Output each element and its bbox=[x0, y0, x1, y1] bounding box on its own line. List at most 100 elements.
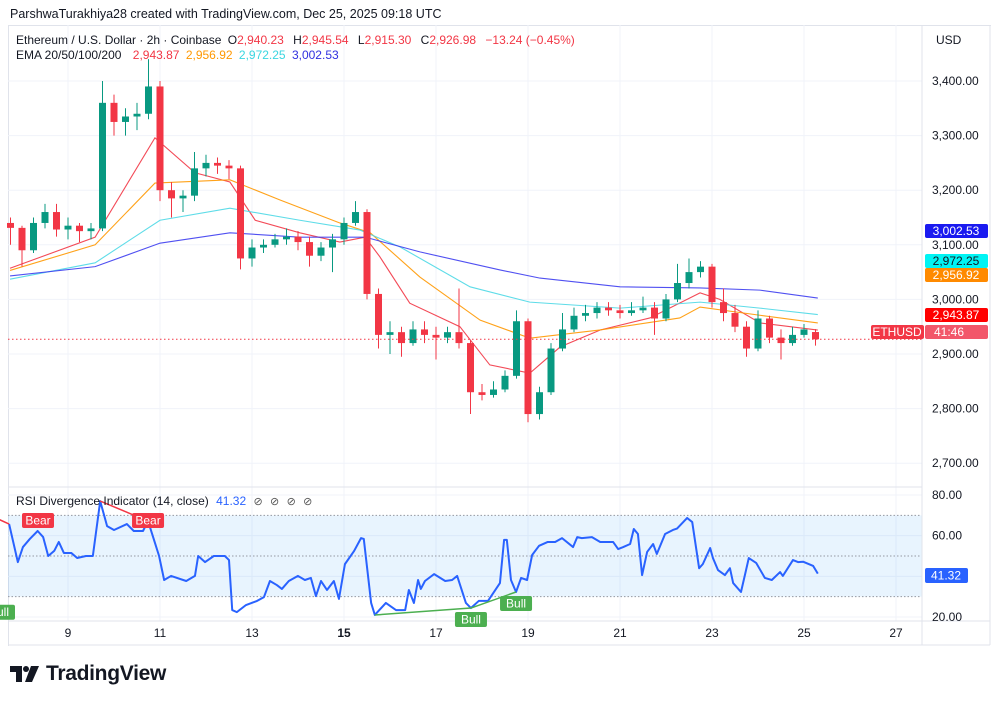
candle bbox=[398, 326, 405, 357]
candle-body bbox=[18, 227, 26, 251]
symbol-title[interactable]: Ethereum / U.S. Dollar · 2h · Coinbase bbox=[16, 33, 222, 47]
candle-body bbox=[766, 318, 773, 338]
candle bbox=[421, 321, 428, 344]
candle bbox=[662, 293, 670, 322]
rsi-hidden-value-icon: ⊘ bbox=[270, 496, 280, 508]
ohlc-low: L2,915.30 bbox=[357, 33, 412, 47]
divergence-label-bg bbox=[454, 612, 487, 628]
candle bbox=[260, 239, 267, 253]
candle bbox=[766, 315, 773, 344]
candle bbox=[110, 94, 118, 136]
candle bbox=[754, 310, 762, 352]
candle-body bbox=[329, 239, 336, 248]
candle-body bbox=[76, 225, 83, 232]
candle-body bbox=[87, 228, 95, 232]
ema-lines bbox=[9, 136, 818, 374]
candle-body bbox=[455, 332, 463, 344]
candle bbox=[237, 165, 244, 270]
time-axis[interactable]: 9 11 13 15 17 19 21 23 25 27 bbox=[65, 626, 903, 640]
candle bbox=[122, 108, 129, 136]
ema-line-ema50 bbox=[9, 179, 818, 339]
price-axis[interactable]: 2,700.00 2,800.00 2,900.00 3,000.00 3,100.00… bbox=[932, 74, 979, 470]
rsi-legend[interactable]: RSI Divergence Indicator (14, close) 41.… bbox=[16, 494, 312, 508]
divergence-label-text: Bull bbox=[0, 605, 9, 619]
candle-body bbox=[260, 244, 267, 248]
candle-body bbox=[202, 162, 210, 169]
candle-body bbox=[593, 307, 601, 314]
time-tick-label: 13 bbox=[245, 626, 259, 640]
price-tick-label: 3,200.00 bbox=[932, 183, 979, 197]
candle bbox=[685, 258, 693, 289]
candle-body bbox=[53, 212, 60, 230]
candle-body bbox=[294, 236, 302, 243]
price-tick-label: 2,700.00 bbox=[932, 456, 979, 470]
rsi-line bbox=[8, 500, 819, 616]
candle bbox=[720, 288, 727, 322]
candle bbox=[444, 326, 451, 344]
candle-body bbox=[386, 332, 394, 335]
time-tick-label: 21 bbox=[613, 626, 627, 640]
candle-body bbox=[340, 222, 348, 240]
candle bbox=[467, 340, 474, 415]
candle bbox=[283, 228, 290, 245]
time-tick-label: 15 bbox=[337, 626, 351, 640]
time-tick-label: 27 bbox=[889, 626, 903, 640]
candle bbox=[777, 329, 785, 360]
divergence-label-bg bbox=[132, 513, 165, 528]
ema20-value: 2,943.87 bbox=[132, 48, 180, 62]
symbol-legend[interactable]: Ethereum / U.S. Dollar · 2h · Coinbase O… bbox=[16, 33, 578, 63]
candle bbox=[18, 225, 26, 267]
price-tick-label: 3,000.00 bbox=[932, 292, 979, 306]
candle bbox=[340, 217, 348, 245]
rsi-axis[interactable]: 20.00 60.00 80.00 bbox=[932, 488, 962, 624]
candle bbox=[294, 231, 302, 251]
divergence-label-bg bbox=[22, 513, 54, 528]
divergence-label-text: Bull bbox=[461, 613, 481, 627]
rsi-value: 41.32 bbox=[216, 494, 247, 508]
candle bbox=[582, 304, 589, 322]
chart-credit: ParshwaTurakhiya28 created with TradingV… bbox=[10, 7, 442, 21]
candle-body bbox=[191, 168, 198, 196]
candle-body bbox=[352, 212, 359, 223]
ema-line-ema100 bbox=[9, 207, 818, 316]
tradingview-wordmark: TradingView bbox=[46, 662, 167, 685]
candle-body bbox=[444, 332, 451, 338]
candle-body bbox=[145, 86, 152, 114]
candle-body bbox=[30, 222, 37, 251]
rsi-pane: Bear Bear Bull Bull Bull bbox=[0, 500, 819, 628]
rsi-title[interactable]: RSI Divergence Indicator (14, close) bbox=[16, 494, 209, 508]
candle bbox=[271, 233, 279, 248]
bar-countdown-label: 41:46 bbox=[925, 325, 988, 339]
candle-body bbox=[639, 307, 647, 311]
candle-body bbox=[41, 212, 49, 223]
candle-body bbox=[467, 343, 474, 393]
rsi-hidden-value-icon: ⊘ bbox=[286, 496, 296, 508]
currency-label[interactable]: USD bbox=[936, 33, 962, 47]
bull-divergence-label: Bull bbox=[454, 612, 487, 628]
candle bbox=[651, 302, 658, 335]
candle bbox=[202, 154, 210, 177]
candle bbox=[64, 217, 72, 240]
price-tick-label: 3,100.00 bbox=[932, 238, 979, 252]
candle-body bbox=[122, 116, 129, 122]
candle-body bbox=[375, 293, 382, 335]
ohlc-close: C2,926.98 bbox=[420, 33, 477, 47]
candle bbox=[628, 302, 635, 316]
candle bbox=[156, 81, 164, 202]
candle bbox=[30, 217, 37, 253]
time-tick-label: 17 bbox=[429, 626, 443, 640]
candle-body bbox=[432, 334, 440, 338]
time-tick-label: 19 bbox=[521, 626, 535, 640]
ema-legend[interactable]: EMA 20/50/100/200 2,943.87 2,956.92 2,97… bbox=[16, 48, 578, 63]
candle-body bbox=[536, 392, 543, 415]
candle-body bbox=[812, 332, 819, 340]
candle-body bbox=[559, 329, 566, 349]
price-tick-label: 2,800.00 bbox=[932, 402, 979, 416]
candle-body bbox=[605, 307, 612, 311]
ema-line-ema200 bbox=[9, 232, 818, 299]
divergence-label-bg bbox=[0, 604, 15, 620]
svg-text:ETHUSD: ETHUSD bbox=[872, 325, 922, 339]
candle bbox=[317, 242, 325, 262]
bull-divergence-line bbox=[470, 591, 517, 609]
